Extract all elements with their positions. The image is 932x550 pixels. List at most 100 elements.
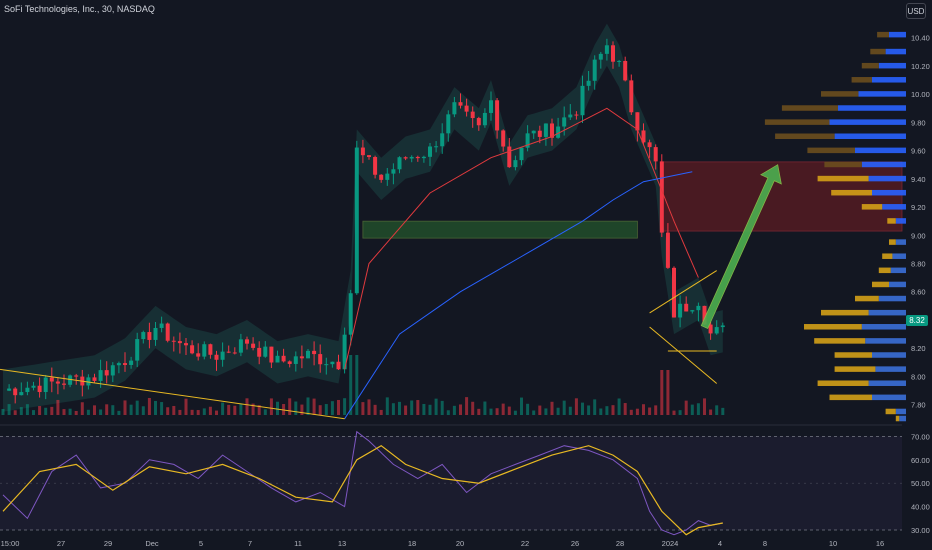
candle — [415, 156, 420, 159]
volume-profile-sell — [781, 105, 838, 111]
candle — [574, 114, 579, 116]
candle — [123, 363, 127, 365]
candle — [434, 146, 439, 148]
volume-bar — [172, 405, 176, 415]
candle — [672, 267, 676, 318]
candle — [592, 59, 597, 81]
volume-profile-sell — [882, 253, 893, 259]
candle — [184, 343, 188, 346]
volume-bar — [574, 398, 578, 415]
volume-profile-sell — [821, 91, 859, 97]
volume-bar — [19, 407, 23, 415]
volume-profile-sell — [834, 366, 876, 372]
price-tick-label: 9.60 — [911, 147, 926, 156]
volume-bar — [221, 402, 225, 415]
candle — [611, 45, 615, 62]
volume-bar — [642, 404, 645, 415]
candle — [519, 147, 524, 161]
candle — [31, 385, 36, 388]
candle — [299, 356, 304, 359]
candle — [336, 361, 341, 370]
candle — [263, 346, 268, 357]
volume-profile-buy — [885, 48, 906, 55]
volume-bar — [318, 405, 322, 415]
volume-bar — [416, 400, 420, 415]
volume-profile-sell — [804, 324, 862, 330]
candle — [513, 160, 518, 168]
volume-profile-sell — [834, 352, 872, 358]
volume-profile-buy — [872, 189, 906, 196]
candle — [531, 130, 536, 134]
rsi-panel — [0, 430, 902, 536]
volume-bar — [489, 408, 493, 415]
volume-profile-buy — [892, 253, 906, 259]
volume-bar — [56, 399, 60, 415]
volume-profile-sell — [877, 31, 889, 38]
candle — [226, 351, 231, 353]
volume-bar — [459, 404, 462, 415]
volume-bar — [532, 410, 536, 415]
volume-profile-buy — [889, 31, 906, 38]
candle — [714, 327, 719, 334]
volume-bar — [507, 406, 511, 415]
currency-badge[interactable]: USD — [906, 3, 926, 19]
volume-profile-sell — [824, 161, 862, 168]
candle — [257, 347, 262, 357]
grid — [0, 424, 902, 530]
volume-bar — [141, 406, 145, 415]
volume-bar — [257, 405, 261, 415]
volume-profile-sell — [855, 295, 879, 302]
volume-bar — [86, 409, 90, 415]
volume-bar — [678, 410, 682, 415]
volume-bar — [62, 409, 66, 415]
volume-bar — [239, 403, 243, 415]
rsi-tick-label: 60.00 — [911, 456, 930, 465]
candle — [507, 146, 512, 168]
volume-bar — [434, 398, 438, 415]
volume-bar — [123, 400, 127, 415]
volume-bar — [74, 410, 78, 415]
candle — [665, 232, 670, 268]
candle — [556, 126, 561, 138]
volume-bar — [666, 370, 670, 415]
candle — [116, 363, 121, 366]
candle — [190, 345, 195, 354]
projection-arrow — [700, 164, 782, 330]
candles — [7, 38, 725, 404]
volume-profile-buy — [829, 119, 906, 125]
candle — [647, 142, 652, 148]
candle — [74, 375, 79, 377]
volume-bar — [471, 401, 475, 415]
volume-bar — [404, 405, 408, 415]
time-tick-label: 11 — [294, 539, 302, 548]
volume-profile-sell — [764, 119, 830, 125]
time-tick-label: 2024 — [662, 539, 679, 548]
volume-bar — [696, 403, 700, 415]
moving-average-line — [344, 171, 693, 420]
price-tick-label: 10.00 — [911, 90, 930, 99]
candle — [629, 80, 634, 113]
volume-profile-buy — [855, 147, 906, 154]
volume-bar — [477, 408, 481, 415]
candle — [373, 157, 378, 175]
volume-bar — [629, 409, 633, 415]
volume-profile-buy — [872, 394, 906, 401]
volume-bar — [410, 400, 414, 415]
volume-bar — [105, 404, 109, 415]
volume-profile-buy — [875, 366, 906, 372]
time-tick-label: 13 — [338, 539, 346, 548]
candle — [196, 353, 201, 357]
volume-bar — [129, 404, 133, 415]
time-tick-label: 22 — [521, 539, 529, 548]
price-tick-label: 8.00 — [911, 372, 926, 381]
volume-bar — [202, 408, 206, 415]
candle — [708, 324, 713, 334]
candle — [690, 310, 695, 312]
candle — [25, 387, 30, 393]
volume-profile-buy — [878, 62, 906, 69]
volume-bar — [99, 409, 103, 415]
volume-profile-buy — [878, 295, 906, 302]
candle — [617, 60, 622, 62]
volume-bar — [623, 403, 627, 415]
